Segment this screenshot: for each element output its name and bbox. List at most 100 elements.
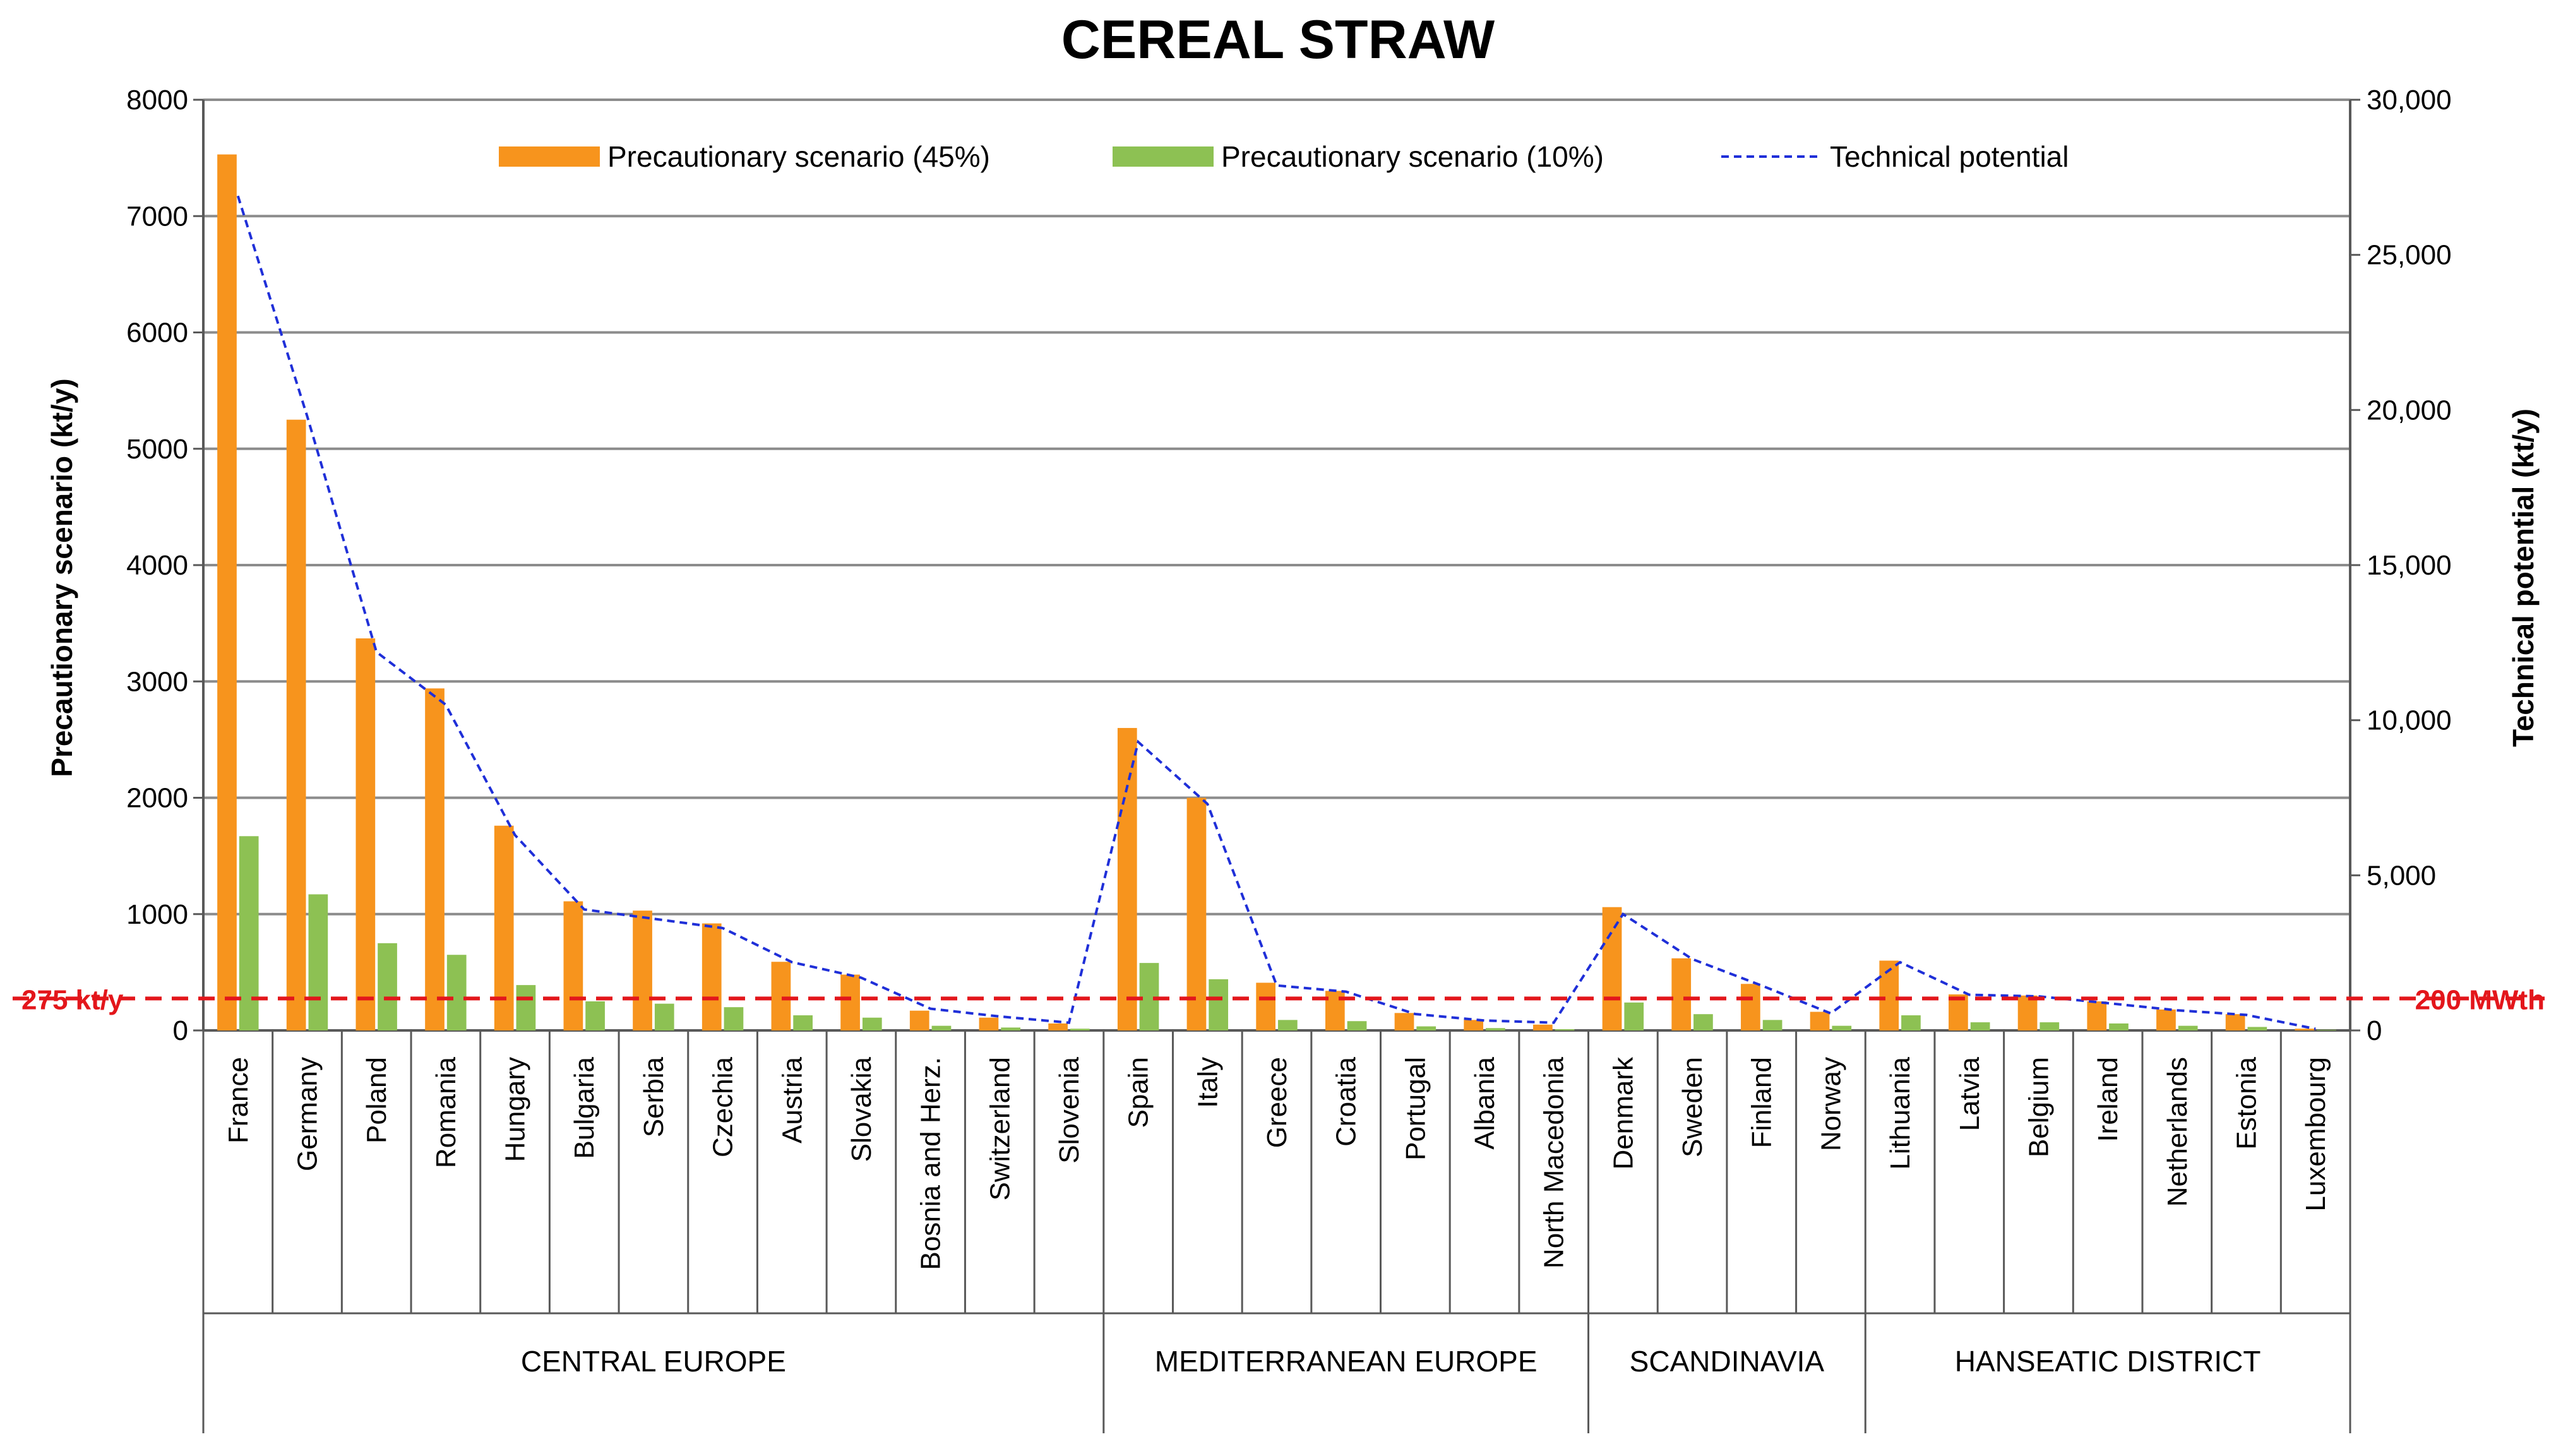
category-label: Finland	[1747, 1057, 1777, 1148]
y2-tick-label: 0	[2367, 1015, 2382, 1046]
category-label: Estonia	[2231, 1056, 2262, 1149]
category-label: Switzerland	[984, 1057, 1015, 1200]
legend-swatch	[1113, 146, 1214, 167]
category-label: Belgium	[2024, 1057, 2055, 1157]
bar-precautionary-10	[2178, 1025, 2198, 1030]
bar-precautionary-10	[1486, 1028, 1505, 1030]
legend-label: Technical potential	[1830, 140, 2069, 173]
series-technical-potential	[236, 195, 2316, 1030]
category-label: Greece	[1262, 1057, 1293, 1148]
bar-precautionary-45	[1602, 907, 1622, 1030]
bar-precautionary-45	[2087, 1001, 2107, 1030]
bar-precautionary-45	[563, 901, 583, 1030]
bar-precautionary-45	[633, 910, 652, 1030]
bar-precautionary-10	[1347, 1021, 1367, 1030]
y-tick-label: 5000	[126, 434, 188, 465]
bar-precautionary-45	[979, 1017, 999, 1030]
y-tick-label: 4000	[126, 550, 188, 581]
category-label: Ireland	[2093, 1057, 2123, 1142]
bar-precautionary-10	[446, 955, 467, 1030]
gridlines	[203, 98, 2350, 916]
bar-precautionary-10	[1624, 1002, 1644, 1030]
category-label: Germany	[292, 1057, 323, 1171]
category-label: Czechia	[708, 1056, 739, 1157]
category-label: France	[223, 1057, 254, 1143]
category-label: Slovenia	[1054, 1056, 1085, 1163]
bar-precautionary-10	[2039, 1022, 2060, 1030]
bar-precautionary-45	[286, 419, 306, 1030]
series-precautionary-45	[217, 154, 2315, 1030]
bar-precautionary-45	[1186, 797, 1207, 1030]
bar-precautionary-45	[909, 1010, 929, 1030]
bar-precautionary-10	[1070, 1029, 1090, 1030]
category-label: Lithuania	[1885, 1056, 1916, 1169]
y-tick-label: 3000	[126, 666, 188, 697]
bar-precautionary-10	[585, 1001, 605, 1030]
category-label: Luxembourg	[2300, 1057, 2331, 1212]
bar-precautionary-10	[1416, 1026, 1436, 1030]
bar-precautionary-45	[702, 923, 722, 1030]
bar-precautionary-45	[2156, 1009, 2176, 1030]
bar-precautionary-10	[862, 1017, 882, 1030]
bar-precautionary-10	[239, 836, 259, 1030]
reference-label-left: 275 kt/y	[21, 984, 124, 1015]
bar-precautionary-10	[308, 894, 328, 1030]
bar-precautionary-45	[1256, 982, 1275, 1030]
bar-precautionary-10	[1901, 1015, 1921, 1030]
bar-precautionary-45	[1394, 1013, 1414, 1030]
bar-precautionary-45	[1810, 1011, 1830, 1030]
bar-precautionary-10	[1209, 979, 1229, 1030]
y2-axis-label: Technical potential (kt/y)	[2507, 409, 2540, 747]
line-technical-potential	[236, 195, 2316, 1030]
bar-precautionary-45	[217, 154, 237, 1030]
category-label: Croatia	[1331, 1056, 1362, 1146]
y-tick-label: 6000	[126, 318, 188, 349]
y-tick-label: 0	[173, 1015, 188, 1046]
category-label: Netherlands	[2162, 1057, 2193, 1207]
y2-tick-label: 30,000	[2367, 85, 2452, 116]
category-label: Albania	[1469, 1056, 1500, 1149]
reference-label-right: 200 MWth	[2415, 984, 2545, 1015]
y2-tick-label: 15,000	[2367, 550, 2452, 581]
y-tick-label: 8000	[126, 85, 188, 116]
category-label: Bosnia and Herz.	[916, 1057, 947, 1270]
group-label: CENTRAL EUROPE	[521, 1345, 786, 1378]
bar-precautionary-45	[1117, 727, 1137, 1030]
category-label: Austria	[777, 1056, 808, 1143]
category-label: North Macedonia	[1539, 1056, 1570, 1268]
y-tick-label: 7000	[126, 201, 188, 232]
bar-precautionary-45	[1533, 1024, 1553, 1030]
bar-precautionary-45	[2225, 1014, 2245, 1030]
y-axis-label: Precautionary scenario (kt/y)	[45, 378, 78, 777]
category-label: Hungary	[500, 1057, 531, 1162]
bar-precautionary-45	[2295, 1029, 2315, 1030]
bar-precautionary-10	[1555, 1029, 1575, 1030]
group-label: MEDITERRANEAN EUROPE	[1155, 1345, 1538, 1378]
legend-label: Precautionary scenario (10%)	[1221, 140, 1604, 173]
bar-precautionary-10	[931, 1025, 952, 1030]
group-label: HANSEATIC DISTRICT	[1955, 1345, 2261, 1378]
category-label: Latvia	[1954, 1056, 1985, 1131]
bar-precautionary-10	[1762, 1020, 1783, 1030]
y-tick-label: 1000	[126, 899, 188, 930]
chart-title: CEREAL STRAW	[1061, 9, 1495, 70]
category-label: Spain	[1123, 1057, 1154, 1128]
bar-precautionary-45	[771, 962, 791, 1030]
bar-precautionary-10	[1693, 1014, 1713, 1030]
category-label: Slovakia	[846, 1056, 877, 1162]
bar-precautionary-10	[1970, 1022, 1990, 1030]
y-axis-ticks: 0 1000 2000 3000 4000 5000 6000 7000 8000	[126, 85, 203, 1046]
y2-tick-label: 25,000	[2367, 240, 2452, 271]
bar-precautionary-45	[1741, 984, 1760, 1030]
bar-precautionary-45	[1048, 1023, 1068, 1030]
category-label: Romania	[431, 1056, 462, 1168]
series-precautionary-10	[239, 836, 2336, 1030]
bar-precautionary-45	[1464, 1020, 1484, 1030]
category-label: Denmark	[1608, 1056, 1639, 1169]
bar-precautionary-10	[516, 985, 536, 1030]
y2-tick-label: 20,000	[2367, 395, 2452, 426]
bar-precautionary-10	[1001, 1027, 1020, 1030]
y2-tick-label: 10,000	[2367, 705, 2452, 736]
y2-axis-ticks: 0 5,000 10,000 15,000 20,000 25,000 30,000	[2350, 85, 2452, 1046]
